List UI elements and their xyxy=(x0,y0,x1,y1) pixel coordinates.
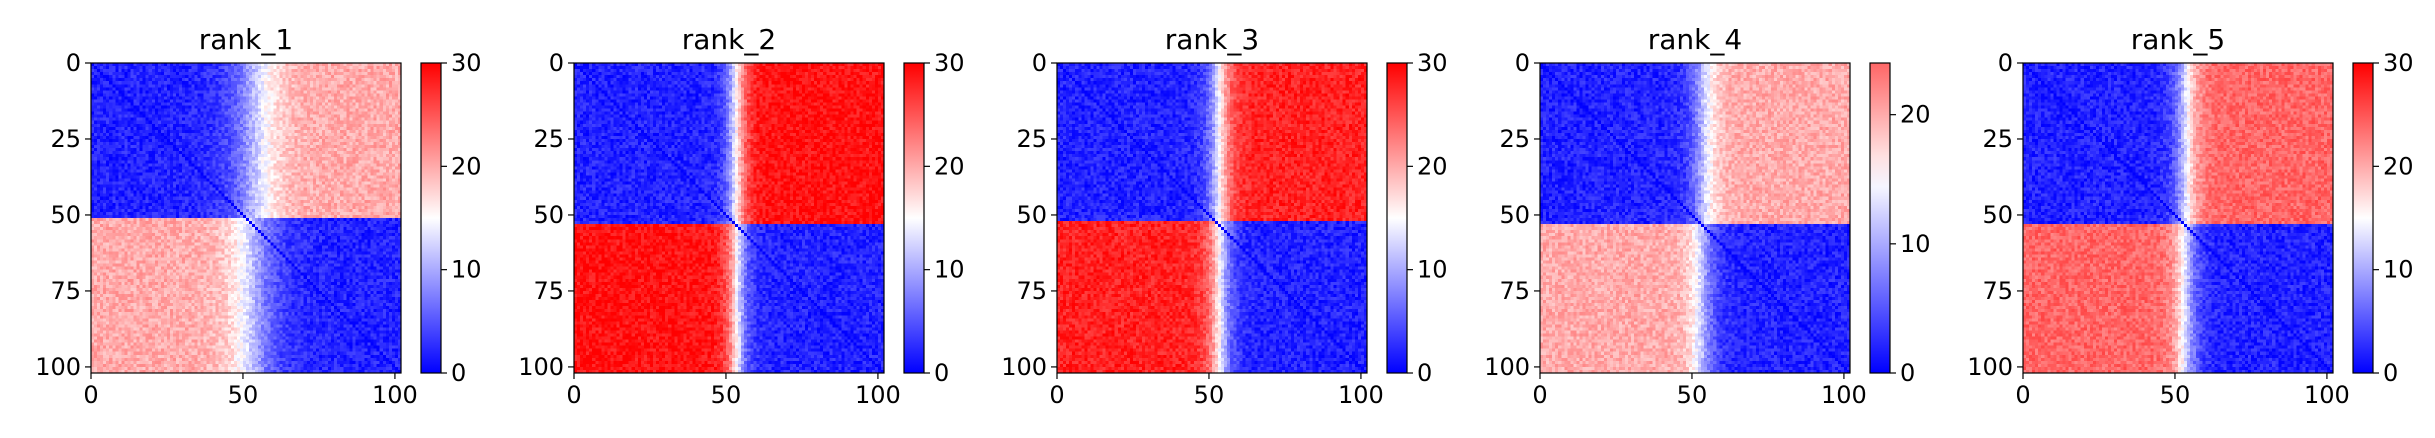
y-tick-label: 0 xyxy=(1032,49,1047,77)
x-tick-label: 0 xyxy=(1049,381,1064,409)
plot-frame xyxy=(1539,62,1851,374)
x-tick-label: 50 xyxy=(228,381,259,409)
y-tick-label: 0 xyxy=(1998,49,2013,77)
colorbar-tick-label: 0 xyxy=(934,359,949,387)
y-tick-label: 0 xyxy=(549,49,564,77)
y-tick-label: 50 xyxy=(50,201,81,229)
colorbar xyxy=(903,62,925,374)
y-tick-label: 50 xyxy=(533,201,564,229)
colorbar-tick-label: 0 xyxy=(2383,359,2398,387)
x-tick-label: 50 xyxy=(2160,381,2191,409)
y-tick-label: 75 xyxy=(1016,277,1047,305)
colorbar-tick-label: 20 xyxy=(934,152,965,180)
y-tick-label: 100 xyxy=(1484,353,1530,381)
y-tick-label: 100 xyxy=(518,353,564,381)
x-tick-label: 50 xyxy=(1194,381,1225,409)
colorbar-tick-label: 20 xyxy=(1417,152,1448,180)
colorbar xyxy=(420,62,442,374)
x-tick-label: 0 xyxy=(1532,381,1547,409)
x-tick-label: 100 xyxy=(372,381,418,409)
y-tick-label: 25 xyxy=(533,125,564,153)
panel-title: rank_2 xyxy=(682,23,776,56)
y-tick-label: 0 xyxy=(66,49,81,77)
colorbar-tick-label: 0 xyxy=(451,359,466,387)
heatmap-image xyxy=(574,63,884,373)
y-tick-label: 50 xyxy=(1016,201,1047,229)
y-tick-label: 75 xyxy=(1982,277,2013,305)
y-tick-label: 100 xyxy=(1001,353,1047,381)
y-tick-label: 0 xyxy=(1515,49,1530,77)
colorbar-tick-label: 0 xyxy=(1417,359,1432,387)
x-tick-label: 100 xyxy=(1821,381,1867,409)
heatmap-image xyxy=(2023,63,2333,373)
x-tick-label: 100 xyxy=(1338,381,1384,409)
y-tick-label: 50 xyxy=(1499,201,1530,229)
colorbar-tick-label: 10 xyxy=(2383,256,2414,284)
x-tick-label: 0 xyxy=(2015,381,2030,409)
plot-frame xyxy=(90,62,402,374)
heatmap-image xyxy=(1057,63,1367,373)
colorbar xyxy=(2352,62,2374,374)
colorbar-tick-label: 30 xyxy=(2383,49,2414,77)
plot-frame xyxy=(2022,62,2334,374)
heatmap-image xyxy=(91,63,401,373)
x-tick-label: 50 xyxy=(1677,381,1708,409)
colorbar-tick-label: 10 xyxy=(451,256,482,284)
y-tick-label: 25 xyxy=(1016,125,1047,153)
y-tick-label: 25 xyxy=(50,125,81,153)
y-tick-label: 25 xyxy=(1499,125,1530,153)
colorbar-tick-label: 10 xyxy=(934,256,965,284)
x-tick-label: 50 xyxy=(711,381,742,409)
plot-frame xyxy=(1056,62,1368,374)
colorbar-tick-label: 30 xyxy=(1417,49,1448,77)
colorbar-tick-label: 30 xyxy=(451,49,482,77)
plot-frame xyxy=(573,62,885,374)
heatmap-image xyxy=(1540,63,1850,373)
colorbar-tick-label: 30 xyxy=(934,49,965,77)
y-tick-label: 50 xyxy=(1982,201,2013,229)
colorbar-tick-label: 20 xyxy=(1900,101,1931,129)
colorbar xyxy=(1386,62,1408,374)
y-tick-label: 100 xyxy=(35,353,81,381)
panel-title: rank_3 xyxy=(1165,23,1259,56)
colorbar-tick-label: 20 xyxy=(2383,152,2414,180)
panel-title: rank_4 xyxy=(1648,23,1742,56)
colorbar-tick-label: 10 xyxy=(1417,256,1448,284)
y-tick-label: 75 xyxy=(50,277,81,305)
x-tick-label: 0 xyxy=(83,381,98,409)
colorbar-tick-label: 10 xyxy=(1900,230,1931,258)
panel-title: rank_5 xyxy=(2131,23,2225,56)
y-tick-label: 100 xyxy=(1967,353,2013,381)
y-tick-label: 75 xyxy=(1499,277,1530,305)
y-tick-label: 25 xyxy=(1982,125,2013,153)
colorbar-tick-label: 0 xyxy=(1900,359,1915,387)
x-tick-label: 100 xyxy=(855,381,901,409)
colorbar-tick-label: 20 xyxy=(451,152,482,180)
y-tick-label: 75 xyxy=(533,277,564,305)
panel-title: rank_1 xyxy=(199,23,293,56)
x-tick-label: 0 xyxy=(566,381,581,409)
colorbar xyxy=(1869,62,1891,374)
x-tick-label: 100 xyxy=(2304,381,2350,409)
